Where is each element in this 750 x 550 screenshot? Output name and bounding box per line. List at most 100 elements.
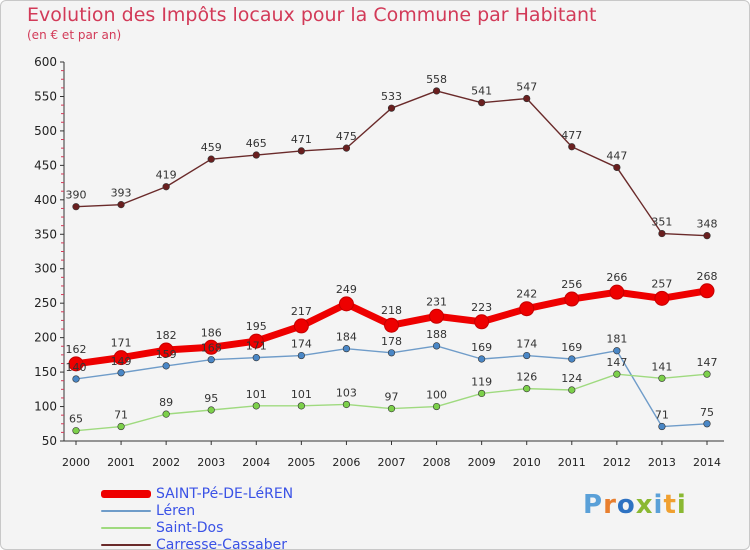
- data-label-leren: 169: [471, 341, 492, 354]
- data-label-leren: 171: [246, 340, 267, 353]
- data-point-leren: [613, 347, 621, 355]
- data-point-saint-pe-de-leren: [203, 339, 219, 355]
- data-point-saint-pe-de-leren: [248, 333, 264, 349]
- data-point-carresse-cassaber: [568, 143, 576, 151]
- y-tick-label: 300: [34, 262, 57, 276]
- x-tick-label: 2014: [693, 456, 721, 469]
- data-label-carresse-cassaber: 393: [111, 187, 132, 200]
- data-label-saint-dos: 65: [69, 413, 83, 426]
- legend-item: Léren: [101, 502, 293, 519]
- data-point-saint-dos: [72, 427, 80, 435]
- data-label-saint-dos: 126: [516, 371, 537, 384]
- data-point-carresse-cassaber: [478, 99, 486, 107]
- logo-letter: i: [653, 490, 664, 520]
- data-point-saint-pe-de-leren: [338, 296, 354, 312]
- data-point-saint-dos: [568, 386, 576, 394]
- legend-swatch: [101, 509, 151, 512]
- chart-title: Evolution des Impôts locaux pour la Comm…: [27, 4, 597, 26]
- data-point-saint-pe-de-leren: [564, 291, 580, 307]
- data-label-carresse-cassaber: 465: [246, 137, 267, 150]
- data-label-saint-dos: 119: [471, 375, 492, 388]
- chart-subtitle: (en € et par an): [27, 28, 122, 42]
- legend-item: Saint-Dos: [101, 519, 293, 536]
- logo-letter: x: [635, 490, 654, 520]
- legend-item: SAINT-Pé-DE-LéREN: [101, 485, 293, 502]
- data-label-carresse-cassaber: 547: [516, 81, 537, 94]
- data-label-saint-pe-de-leren: 256: [561, 278, 582, 291]
- data-point-saint-dos: [387, 405, 396, 413]
- data-label-carresse-cassaber: 459: [201, 141, 222, 154]
- data-point-saint-dos: [117, 422, 125, 431]
- data-label-saint-pe-de-leren: 182: [156, 329, 177, 342]
- data-label-saint-dos: 103: [336, 386, 357, 399]
- data-label-carresse-cassaber: 390: [66, 189, 87, 202]
- data-point-leren: [523, 351, 531, 360]
- data-label-saint-pe-de-leren: 257: [651, 277, 672, 290]
- data-label-leren: 184: [336, 331, 357, 344]
- data-label-carresse-cassaber: 471: [291, 133, 312, 146]
- data-label-leren: 178: [381, 335, 402, 348]
- data-point-saint-pe-de-leren: [293, 318, 309, 334]
- series-line-carresse-cassaber: [75, 90, 708, 237]
- data-point-saint-pe-de-leren: [474, 314, 490, 330]
- data-label-saint-dos: 124: [561, 372, 582, 385]
- y-tick-label: 550: [34, 89, 57, 103]
- data-label-saint-dos: 97: [385, 391, 399, 404]
- data-point-saint-pe-de-leren: [384, 317, 399, 333]
- y-tick-label: 350: [34, 227, 57, 241]
- data-label-carresse-cassaber: 348: [697, 218, 718, 231]
- data-label-saint-dos: 147: [697, 356, 718, 369]
- logo-letter: P: [583, 490, 604, 520]
- data-point-leren: [342, 345, 351, 353]
- x-tick-label: 2005: [287, 456, 315, 469]
- data-point-saint-pe-de-leren: [609, 284, 625, 300]
- x-tick-label: 2010: [513, 456, 541, 469]
- data-label-saint-pe-de-leren: 242: [516, 288, 537, 301]
- legend-label: Saint-Dos: [156, 519, 224, 536]
- data-label-leren: 159: [156, 348, 177, 361]
- data-point-leren: [658, 422, 666, 431]
- logo-letter: t: [663, 490, 677, 520]
- data-point-saint-pe-de-leren: [699, 283, 715, 299]
- data-label-leren: 169: [561, 341, 582, 354]
- data-point-carresse-cassaber: [342, 144, 351, 152]
- data-point-carresse-cassaber: [117, 201, 125, 209]
- data-label-leren: 174: [516, 338, 537, 351]
- x-tick-label: 2011: [558, 456, 586, 469]
- data-label-saint-pe-de-leren: 218: [381, 304, 402, 317]
- chart-legend: SAINT-Pé-DE-LéREN Léren Saint-Dos Carresse-…: [101, 485, 293, 549]
- data-point-leren: [117, 369, 125, 377]
- data-label-carresse-cassaber: 558: [426, 73, 447, 86]
- x-tick-label: 2004: [242, 456, 270, 469]
- data-point-saint-dos: [207, 406, 215, 414]
- data-label-saint-dos: 71: [114, 409, 128, 422]
- data-label-saint-dos: 89: [159, 396, 173, 409]
- data-label-carresse-cassaber: 419: [156, 169, 177, 182]
- data-point-leren: [703, 420, 711, 428]
- y-tick-label: 400: [34, 193, 57, 207]
- y-tick-label: 150: [34, 365, 57, 379]
- y-tick-label: 500: [34, 124, 57, 138]
- data-point-saint-pe-de-leren: [158, 342, 174, 358]
- logo-letter: i: [676, 490, 687, 520]
- x-tick-label: 2013: [648, 456, 676, 469]
- data-label-saint-pe-de-leren: 171: [111, 337, 132, 350]
- x-tick-label: 2000: [62, 456, 90, 469]
- y-tick-label: 100: [34, 400, 57, 414]
- y-tick-label: 200: [34, 331, 57, 345]
- data-point-leren: [387, 349, 396, 357]
- x-tick-label: 2002: [152, 456, 180, 469]
- data-label-carresse-cassaber: 477: [561, 129, 582, 142]
- data-point-carresse-cassaber: [252, 151, 260, 159]
- data-label-carresse-cassaber: 447: [606, 149, 627, 162]
- data-point-carresse-cassaber: [162, 183, 170, 191]
- data-point-carresse-cassaber: [297, 147, 305, 155]
- data-label-carresse-cassaber: 533: [381, 90, 402, 103]
- chart-lines: [68, 87, 715, 435]
- data-label-saint-pe-de-leren: 268: [697, 270, 718, 283]
- data-point-leren: [207, 356, 215, 364]
- chart-data-labels: 162 171 182 186 195 217 249 218 231 223 242 256 266 2…: [66, 73, 718, 426]
- data-point-leren: [162, 362, 170, 370]
- data-label-saint-dos: 95: [204, 392, 218, 405]
